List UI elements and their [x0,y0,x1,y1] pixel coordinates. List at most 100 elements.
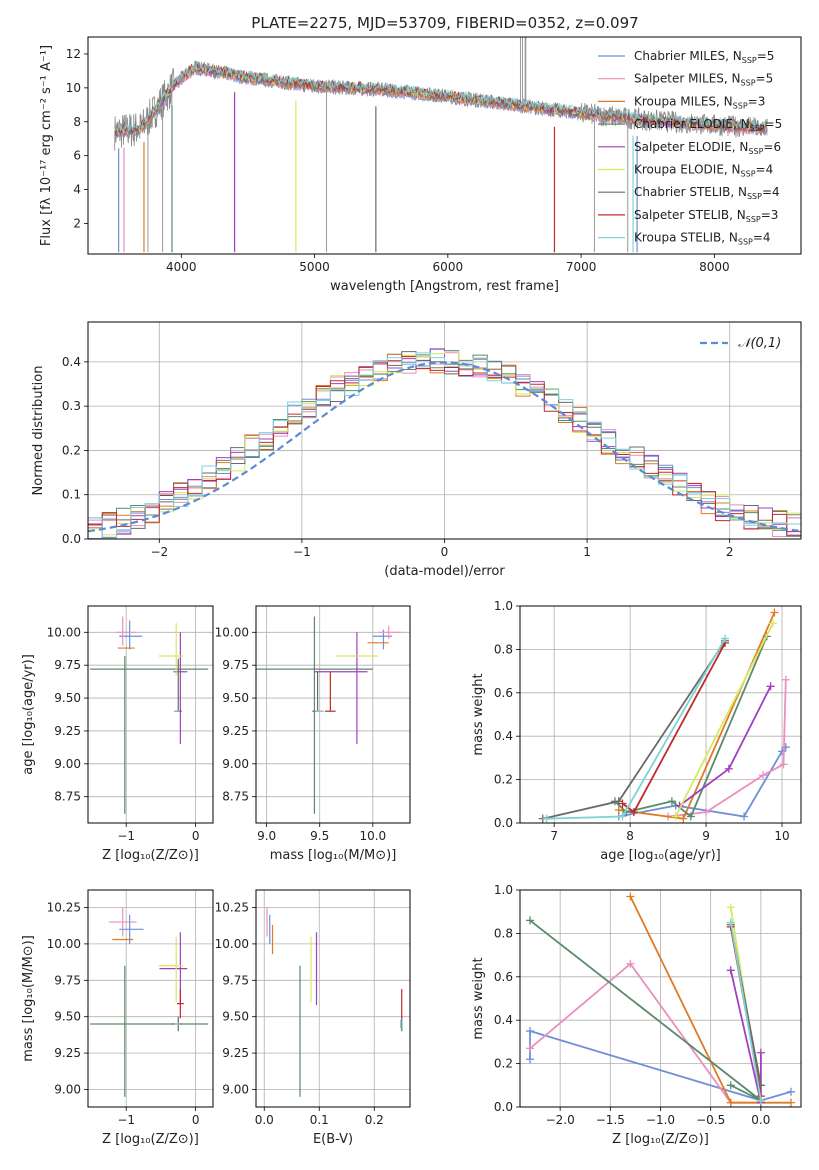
x-axis-label: wavelength [Angstrom, rest frame] [330,279,559,294]
plot-area [90,616,209,814]
weight-marker [614,805,623,814]
plot-area [266,907,403,1097]
y-tick-label: 4 [73,183,81,197]
axes-frame [255,605,411,824]
weight-marker [626,892,635,901]
weight-marker [726,966,735,975]
weight-marker [702,808,711,817]
y-axis-label: mass [log₁₀(M/M⊙)] [21,935,36,1062]
plot-area [114,37,768,253]
x-tick-label: 0.0 [751,1113,770,1127]
x-tick-label: 1 [583,545,591,559]
weight-marker [726,918,735,927]
y-tick-label: 10.00 [215,625,249,639]
x-axis-label: (data-model)/error [384,564,505,579]
y-tick-label: 9.00 [222,757,249,771]
panel-mass_vs_Z: −1 0 9.00 9.25 9.50 9.75 10.00 10.25 Z [log₁₀(Z/… [21,889,214,1147]
y-tick-label: 0.2 [62,443,81,457]
y-tick-label: 9.25 [54,1046,81,1060]
x-tick-label: −1 [293,545,311,559]
weight-marker [667,797,676,806]
weight-marker [686,812,695,821]
x-axis-label: Z [log₁₀(Z/Z⊙)] [102,1132,199,1147]
y-tick-label: 9.50 [54,691,81,705]
weight-series-line [729,970,762,1103]
x-tick-label: 7 [550,829,558,843]
y-tick-label: 6 [73,149,81,163]
x-axis-label: Z [log₁₀(Z/Z⊙)] [102,848,199,863]
errorbar-point [158,936,184,1003]
x-tick-label: −1 [117,1113,135,1127]
y-tick-label: 9.50 [54,1010,81,1024]
x-tick-label: −0.5 [696,1113,725,1127]
y-tick-label: 9.25 [54,724,81,738]
axes-frame [87,889,214,1108]
plot-area [88,348,801,539]
y-tick-label: 9.75 [54,973,81,987]
weight-marker [726,1081,735,1090]
x-axis-label: Z [log₁₀(Z/Z⊙)] [612,1132,709,1147]
weight-marker [766,682,775,691]
normal-curve [88,361,801,533]
weight-marker [756,1096,765,1105]
panel-residuals: −2 −1 0 1 2 0.0 0.1 0.2 0.3 0.4 (data-model)/error… [31,321,802,579]
weight-series-line [618,612,776,820]
y-tick-label: 10.00 [215,937,249,951]
plot-area [538,608,790,823]
x-tick-label: 0 [441,545,449,559]
y-axis-label: Flux [fλ 10⁻¹⁷ erg cm⁻² s⁻¹ A⁻¹] [39,45,54,246]
errorbar-point [176,989,184,1019]
x-tick-label: 0.0 [255,1113,274,1127]
panel-weight_vs_Z: −2.0 −1.5 −1.0 −0.5 0.0 0.0 0.2 0.4 0.6 0.8 1.0 Z [… [471,883,802,1147]
figure-title: PLATE=2275, MJD=53709, FIBERID=0352, z=0… [251,14,638,32]
legend-entry: 𝒩(0,1) [738,336,781,351]
y-axis-label: age [log₁₀(age/yr)] [21,654,36,775]
legend-entry: Kroupa MILES, NSSP=3 [634,94,765,110]
plot-area [526,892,795,1107]
panel-spectrum: 4000 5000 6000 7000 8000 2 4 6 8 10 12 wavelength [… [39,36,802,294]
x-tick-label: −2 [150,545,168,559]
y-tick-label: 0.8 [494,926,513,940]
x-tick-label: 9 [702,829,710,843]
weight-marker [629,808,638,817]
y-tick-label: 10.25 [47,900,81,914]
weight-marker [756,1048,765,1057]
x-tick-label: 0.2 [365,1113,384,1127]
x-tick-label: −1.5 [596,1113,625,1127]
legend-entry: Salpeter MILES, NSSP=5 [634,72,773,88]
panel-weight_vs_age: 7 8 9 10 0.0 0.2 0.4 0.6 0.8 1.0 age [log₁₀(age/yr… [471,599,802,863]
legend-entry: Salpeter STELIB, NSSP=3 [634,208,778,224]
weight-marker [770,608,779,617]
x-tick-label: 6000 [433,260,464,274]
y-tick-label: 10.00 [47,937,81,951]
weight-marker [740,812,749,821]
x-tick-label: 9.0 [257,829,276,843]
plot-area [256,616,402,814]
x-tick-label: 8000 [699,260,730,274]
weight-marker [721,634,730,643]
y-tick-label: 8.75 [54,790,81,804]
weight-marker [526,916,535,925]
x-axis-label: mass [log₁₀(M/M⊙)] [270,848,397,863]
axes-frame [87,605,214,824]
y-tick-label: 0.0 [494,1100,513,1114]
y-tick-label: 1.0 [494,599,513,613]
y-tick-label: 0.3 [62,399,81,413]
weight-marker [726,903,735,912]
legend-entry: Kroupa ELODIE, NSSP=4 [634,163,773,179]
y-tick-label: 8.75 [222,790,249,804]
y-tick-label: 10.25 [215,900,249,914]
y-tick-label: 0.1 [62,488,81,502]
weight-series-line [618,746,787,818]
axes-frame [519,889,802,1108]
errorbar-point [90,655,209,814]
axes-frame [255,889,411,1108]
y-tick-label: 9.25 [222,724,249,738]
model-spectrum-series [114,60,768,134]
weight-marker [786,1098,795,1107]
weight-marker [779,760,788,769]
y-tick-label: 9.75 [54,658,81,672]
errorbar-point [115,616,137,646]
weight-marker [768,619,777,628]
